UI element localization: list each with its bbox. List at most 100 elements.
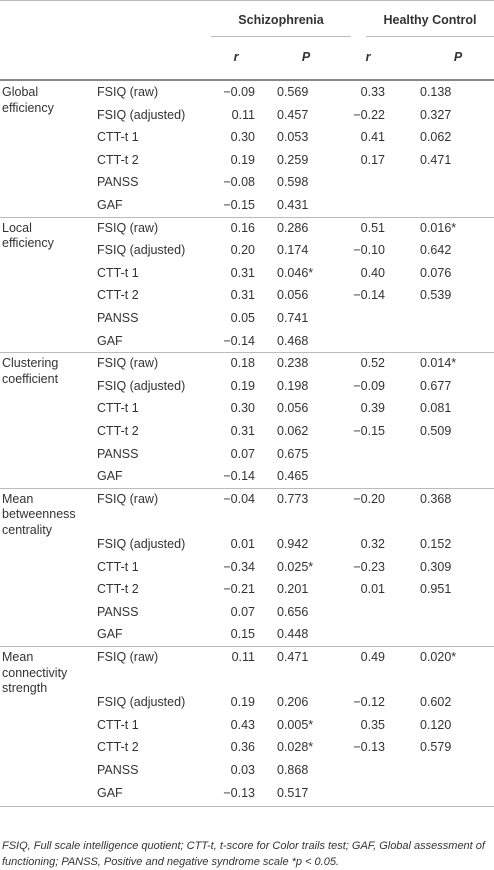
- variable-label: FSIQ (raw): [97, 85, 159, 99]
- value-cell: 0.468: [277, 333, 309, 348]
- value-cell: 0.062: [277, 424, 309, 438]
- value-cell: 0.32: [360, 537, 385, 551]
- value-cell: 0.05: [230, 311, 255, 325]
- value-cell: −0.13: [223, 785, 255, 800]
- variable-label: GAF: [97, 333, 123, 348]
- value-cell: 0.046*: [277, 265, 314, 280]
- value-cell: 0.005*: [277, 717, 314, 732]
- variable-label: FSIQ (raw): [97, 356, 159, 371]
- measure-label: Clustering coefficient: [2, 356, 59, 386]
- value-cell: 0.17: [360, 152, 385, 167]
- variable-label: PANSS: [97, 763, 139, 777]
- value-cell: 0.259: [277, 152, 309, 167]
- value-cell: 0.677: [420, 378, 452, 393]
- value-cell: −0.08: [223, 175, 255, 190]
- value-cell: 0.951: [420, 582, 452, 597]
- value-cell: 0.081: [420, 401, 452, 416]
- variable-label: CTT-t 2: [97, 288, 139, 303]
- measure-label: Mean connectivity strength: [2, 650, 68, 695]
- value-cell: 0.053: [277, 130, 309, 145]
- value-cell: 0.368: [420, 491, 452, 506]
- value-cell: 0.942: [277, 537, 309, 551]
- value-cell: −0.20: [353, 491, 385, 506]
- variable-label: CTT-t 1: [97, 559, 139, 574]
- value-cell: 0.174: [277, 243, 309, 258]
- value-cell: 0.36: [230, 740, 255, 755]
- value-cell: 0.448: [277, 627, 309, 642]
- value-cell: 0.309: [420, 559, 452, 574]
- value-cell: 0.327: [420, 107, 452, 122]
- value-cell: 0.457: [277, 107, 309, 122]
- value-cell: 0.014*: [420, 356, 457, 371]
- value-cell: 0.07: [230, 446, 255, 461]
- variable-label: PANSS: [97, 175, 139, 190]
- variable-label: CTT-t 2: [97, 740, 139, 755]
- variable-label: PANSS: [97, 604, 139, 619]
- value-cell: −0.10: [353, 243, 385, 258]
- value-cell: 0.16: [230, 220, 255, 235]
- value-cell: 0.31: [230, 424, 255, 438]
- value-cell: 0.43: [230, 717, 255, 732]
- column-header: P: [301, 50, 311, 64]
- value-cell: −0.04: [223, 491, 255, 506]
- column-header: r: [233, 50, 239, 64]
- value-cell: 0.598: [277, 175, 309, 190]
- variable-label: PANSS: [97, 446, 139, 461]
- value-cell: −0.14: [223, 469, 255, 484]
- value-cell: 0.656: [277, 604, 309, 619]
- value-cell: 0.286: [277, 220, 309, 235]
- value-cell: 0.01: [360, 582, 385, 597]
- value-cell: 0.41: [360, 130, 385, 145]
- value-cell: 0.569: [277, 85, 309, 99]
- variable-label: FSIQ (adjusted): [97, 243, 186, 258]
- value-cell: 0.028*: [277, 740, 314, 755]
- value-cell: 0.198: [277, 378, 309, 393]
- value-cell: 0.465: [277, 469, 309, 484]
- value-cell: 0.18: [230, 356, 255, 371]
- variable-label: FSIQ (adjusted): [97, 537, 186, 551]
- group-header: Schizophrenia: [238, 13, 324, 27]
- value-cell: 0.062: [420, 130, 452, 145]
- value-cell: −0.09: [223, 85, 255, 99]
- value-cell: 0.602: [420, 695, 452, 710]
- variable-label: CTT-t 1: [97, 130, 139, 145]
- value-cell: 0.076: [420, 265, 452, 280]
- value-cell: −0.13: [353, 740, 385, 755]
- group-rule: [0, 216, 494, 218]
- footnote: FSIQ, Full scale intelligence quotient; …: [2, 840, 485, 868]
- value-cell: 0.773: [277, 491, 309, 506]
- variable-label: FSIQ (adjusted): [97, 107, 186, 122]
- variable-label: CTT-t 2: [97, 582, 139, 597]
- value-cell: 0.642: [420, 243, 452, 258]
- value-cell: 0.15: [230, 627, 255, 642]
- value-cell: 0.206: [277, 695, 309, 710]
- value-cell: −0.34: [223, 559, 255, 574]
- value-cell: −0.22: [353, 107, 385, 122]
- value-cell: −0.14: [223, 333, 255, 348]
- value-cell: 0.19: [230, 378, 255, 393]
- variable-label: FSIQ (adjusted): [97, 695, 186, 710]
- value-cell: 0.30: [230, 130, 255, 145]
- group-rule: [0, 646, 494, 647]
- value-cell: 0.49: [360, 650, 385, 664]
- value-cell: −0.15: [223, 198, 255, 212]
- column-header: P: [453, 50, 463, 64]
- variable-label: FSIQ (raw): [97, 491, 159, 506]
- value-cell: 0.51: [360, 220, 385, 235]
- header-rule: [211, 36, 351, 37]
- variable-label: FSIQ (adjusted): [97, 378, 186, 393]
- group-rule: [0, 352, 494, 354]
- value-cell: 0.517: [277, 785, 309, 800]
- value-cell: 0.509: [420, 424, 452, 438]
- value-cell: −0.12: [353, 695, 385, 710]
- variable-label: CTT-t 2: [97, 424, 139, 438]
- table-bottom-rule: [0, 806, 494, 808]
- value-cell: −0.23: [353, 559, 385, 574]
- value-cell: 0.431: [277, 198, 309, 212]
- variable-label: FSIQ (raw): [97, 220, 159, 235]
- value-cell: 0.579: [420, 740, 452, 755]
- variable-label: GAF: [97, 469, 123, 484]
- value-cell: 0.471: [277, 650, 309, 664]
- value-cell: 0.33: [360, 85, 385, 99]
